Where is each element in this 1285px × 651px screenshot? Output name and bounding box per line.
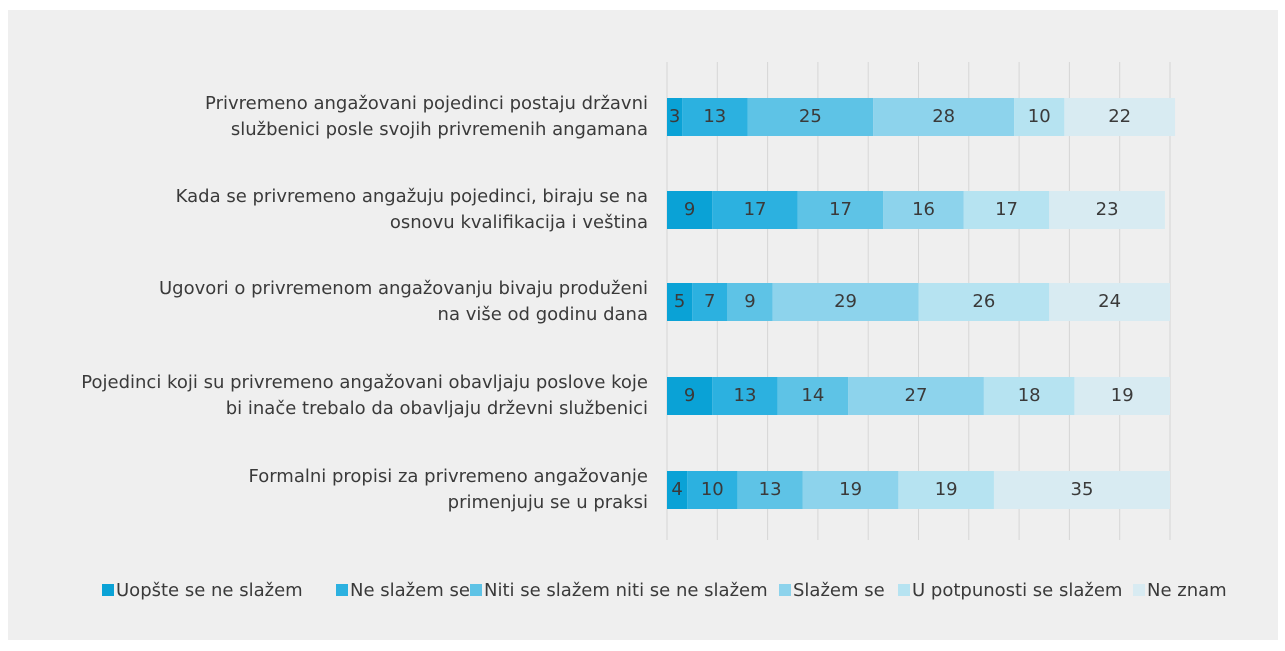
legend-label: Ne slažem se: [350, 580, 470, 601]
bar-segment: [802, 471, 899, 509]
value-label: 13: [703, 106, 726, 127]
category-label: osnovu kvalifikacija i veština: [390, 212, 648, 233]
value-label: 27: [905, 385, 928, 406]
category-label: Pojedinci koji su privremeno angažovani …: [81, 372, 648, 393]
value-label: 24: [1098, 291, 1121, 312]
value-label: 19: [935, 479, 958, 500]
bar-segment: [712, 191, 798, 229]
legend-label: U potpunosti se slažem: [912, 580, 1122, 601]
value-label: 9: [684, 199, 695, 220]
value-label: 7: [704, 291, 715, 312]
category-label: primenjuju se u praksi: [448, 492, 648, 513]
category-label: na više od godinu dana: [438, 304, 648, 325]
bar-segment: [687, 471, 738, 509]
value-label: 5: [674, 291, 685, 312]
bar-segment: [993, 471, 1170, 509]
legend-label: Uopšte se ne slažem: [116, 580, 303, 601]
bar-segment: [667, 98, 683, 136]
bar-segment: [883, 191, 964, 229]
legend-swatch: [102, 584, 114, 596]
category-label: Ugovori o privremenom angažovanju bivaju…: [159, 278, 648, 299]
value-label: 10: [1028, 106, 1051, 127]
value-label: 25: [799, 106, 822, 127]
value-label: 35: [1071, 479, 1094, 500]
value-label: 14: [801, 385, 824, 406]
bar-segment: [848, 377, 984, 415]
value-label: 23: [1096, 199, 1119, 220]
bar-segment: [983, 377, 1075, 415]
value-label: 17: [995, 199, 1018, 220]
value-label: 4: [671, 479, 682, 500]
bar-segment: [873, 98, 1015, 136]
bar-segment: [667, 471, 688, 509]
value-label: 9: [684, 385, 695, 406]
legend-swatch: [470, 584, 482, 596]
value-label: 19: [1111, 385, 1134, 406]
bar-segment: [898, 471, 994, 509]
bar-segment: [1014, 98, 1065, 136]
value-label: 26: [972, 291, 995, 312]
bar-segment: [772, 283, 919, 321]
category-label: službenici posle svojih privremenih anga…: [231, 119, 648, 140]
value-label: 29: [834, 291, 857, 312]
value-label: 13: [759, 479, 782, 500]
bar-segment: [797, 191, 884, 229]
legend-swatch: [898, 584, 910, 596]
bar-segment: [682, 98, 748, 136]
bar-segment: [1074, 377, 1170, 415]
bar-segment: [737, 471, 803, 509]
value-label: 19: [839, 479, 862, 500]
bar-segment: [918, 283, 1050, 321]
legend-label: Slažem se: [793, 580, 885, 601]
value-label: 3: [669, 106, 680, 127]
bar-segment: [777, 377, 849, 415]
bar-segment: [667, 191, 713, 229]
bar-segment: [1049, 191, 1165, 229]
legend-swatch: [336, 584, 348, 596]
legend-label: Ne znam: [1147, 580, 1227, 601]
bar-segment: [963, 191, 1050, 229]
value-label: 28: [932, 106, 955, 127]
value-label: 17: [829, 199, 852, 220]
category-label: bi inače trebalo da obavljaju drževni sl…: [226, 398, 648, 419]
bar-segment: [1064, 98, 1176, 136]
bar-segment: [667, 283, 693, 321]
legend-label: Niti se slažem niti se ne slažem: [484, 580, 768, 601]
bar-segment: [667, 377, 713, 415]
bar-segment: [727, 283, 773, 321]
value-label: 13: [734, 385, 757, 406]
value-label: 17: [744, 199, 767, 220]
category-label: Kada se privremeno angažuju pojedinci, b…: [176, 186, 648, 207]
category-label: Privremeno angažovani pojedinci postaju …: [205, 93, 648, 114]
legend-swatch: [1133, 584, 1145, 596]
value-label: 22: [1108, 106, 1131, 127]
category-label: Formalni propisi za privremeno angažovan…: [248, 466, 648, 487]
legend-swatch: [779, 584, 791, 596]
value-label: 9: [744, 291, 755, 312]
bar-segment: [692, 283, 728, 321]
value-label: 10: [701, 479, 724, 500]
bar-segment: [1049, 283, 1170, 321]
value-label: 18: [1018, 385, 1041, 406]
bar-segment: [747, 98, 874, 136]
value-label: 16: [912, 199, 935, 220]
bar-segment: [712, 377, 778, 415]
